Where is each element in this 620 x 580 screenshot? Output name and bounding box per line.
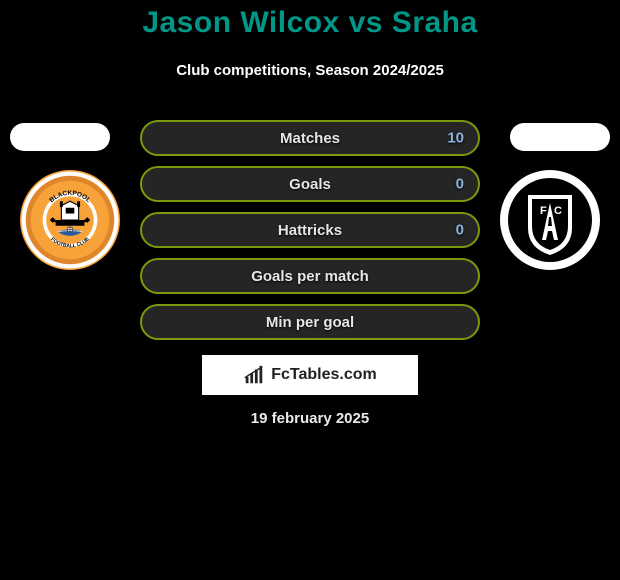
stat-label: Goals per match [251, 268, 369, 285]
stat-label: Hattricks [278, 222, 342, 239]
stat-right-value: 10 [447, 130, 464, 147]
page-subtitle: Club competitions, Season 2024/2025 [0, 62, 620, 79]
page-title: Jason Wilcox vs Sraha [0, 6, 620, 40]
stat-label: Matches [280, 130, 340, 147]
club-badge-right: F C [500, 170, 600, 270]
stat-bar-matches: Matches 10 [140, 120, 480, 156]
blackpool-crest-icon: BLACKPOOL FOOTBALL CLUB [34, 184, 106, 256]
academico-crest-icon: F C [500, 170, 600, 270]
stat-right-value: 0 [456, 222, 464, 239]
stat-bar-goals: Goals 0 [140, 166, 480, 202]
stat-label: Goals [289, 176, 331, 193]
svg-text:F: F [540, 205, 547, 217]
stat-bar-goals-per-match: Goals per match [140, 258, 480, 294]
stat-bar-min-per-goal: Min per goal [140, 304, 480, 340]
stats-bars: Matches 10 Goals 0 Hattricks 0 Goals per… [140, 120, 480, 350]
stat-right-value: 0 [456, 176, 464, 193]
player-pill-left [10, 123, 110, 151]
club-badge-left: BLACKPOOL FOOTBALL CLUB [20, 170, 120, 270]
date-text: 19 february 2025 [0, 410, 620, 427]
stat-label: Min per goal [266, 314, 354, 331]
stat-bar-hattricks: Hattricks 0 [140, 212, 480, 248]
brand-badge[interactable]: FcTables.com [202, 355, 418, 395]
bar-chart-icon [243, 364, 265, 386]
svg-text:C: C [554, 205, 562, 217]
brand-text: FcTables.com [271, 366, 377, 384]
player-pill-right [510, 123, 610, 151]
